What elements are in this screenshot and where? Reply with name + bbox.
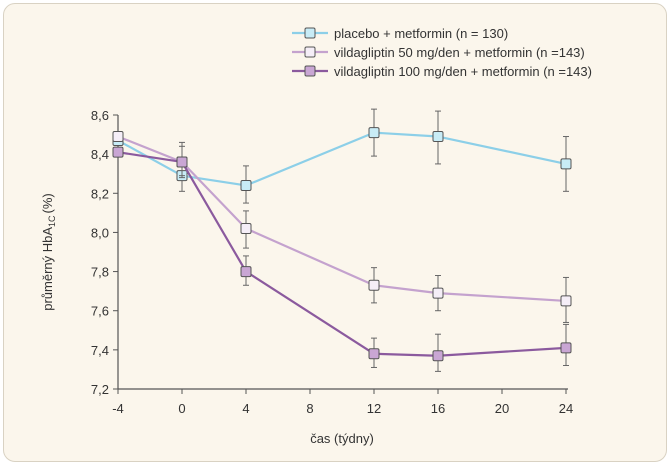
y-tick-label: 7,6	[91, 304, 109, 319]
legend-marker	[304, 65, 316, 77]
series-group	[112, 131, 572, 323]
data-point-marker	[432, 287, 444, 299]
data-point-marker	[560, 342, 572, 354]
legend-item: vildagliptin 50 mg/den + metformin (n =1…	[292, 45, 585, 60]
series-group	[112, 145, 572, 372]
data-point-marker	[240, 266, 252, 278]
axes	[117, 115, 568, 390]
x-ticks: -4 0 4 8 12 16 20 24	[112, 389, 573, 416]
data-point-marker	[368, 127, 380, 139]
data-point-marker	[368, 348, 380, 360]
x-axis-label: čas (týdny)	[310, 431, 374, 446]
x-tick-label: 16	[431, 401, 445, 416]
y-axis-label-main: průměrný HbA	[40, 227, 55, 311]
y-tick-label: 8,6	[91, 108, 109, 123]
y-tick-label: 7,4	[91, 343, 109, 358]
y-tick-label: 8,4	[91, 147, 109, 162]
legend-item: vildagliptin 100 mg/den + metformin (n =…	[292, 64, 592, 79]
data-point-marker	[176, 156, 188, 168]
x-tick-label: 20	[495, 401, 509, 416]
data-point-marker	[432, 131, 444, 143]
legend-marker	[304, 46, 316, 58]
data-point-marker	[560, 295, 572, 307]
series-layer	[112, 108, 572, 372]
y-tick-label: 8,2	[91, 186, 109, 201]
x-tick-label: 0	[178, 401, 185, 416]
y-tick-label: 7,2	[91, 382, 109, 397]
legend-label: vildagliptin 50 mg/den + metformin (n =1…	[334, 45, 585, 60]
data-point-marker	[112, 131, 124, 143]
y-axis-label-unit: (%)	[40, 193, 55, 213]
x-tick-label: 24	[559, 401, 573, 416]
y-axis-label-subscript: 1C	[47, 215, 57, 227]
data-point-marker	[368, 279, 380, 291]
x-tick-label: 12	[367, 401, 381, 416]
data-point-marker	[240, 179, 252, 191]
legend-label: vildagliptin 100 mg/den + metformin (n =…	[334, 64, 592, 79]
data-point-marker	[432, 350, 444, 362]
x-tick-label: 4	[242, 401, 249, 416]
legend-marker	[304, 27, 316, 39]
x-tick-label: 8	[306, 401, 313, 416]
data-point-marker	[240, 223, 252, 235]
legend-item: placebo + metformin (n = 130)	[292, 26, 508, 41]
series-line	[117, 151, 567, 357]
legend-label: placebo + metformin (n = 130)	[334, 26, 508, 41]
y-tick-label: 7,8	[91, 265, 109, 280]
y-tick-label: 8,0	[91, 225, 109, 240]
data-point-marker	[560, 158, 572, 170]
legend: placebo + metformin (n = 130) vildaglipti…	[292, 26, 592, 79]
y-axis-label: průměrný HbA1C (%)	[40, 193, 57, 311]
series-line	[117, 135, 567, 303]
data-point-marker	[112, 146, 124, 158]
series-line	[117, 131, 567, 187]
x-tick-label: -4	[112, 401, 124, 416]
